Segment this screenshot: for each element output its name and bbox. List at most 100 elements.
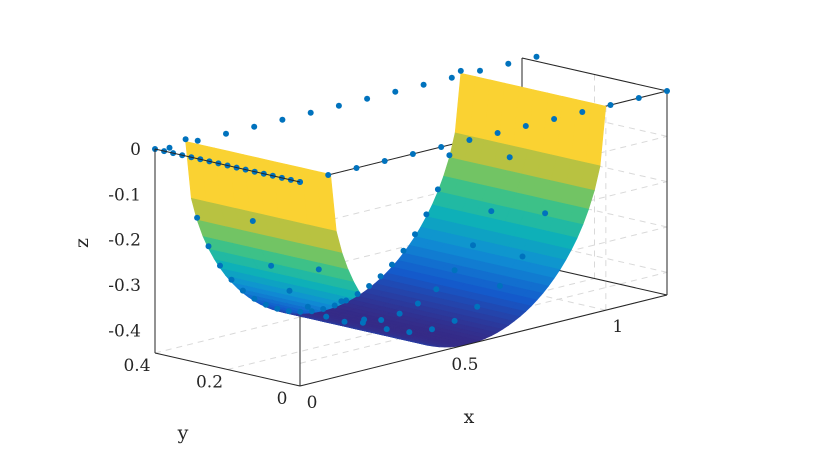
data-point [307, 109, 314, 116]
data-point [533, 53, 540, 60]
data-point [338, 298, 345, 305]
box-edge [299, 294, 668, 387]
data-point [414, 300, 421, 307]
data-point [315, 266, 322, 273]
data-point [434, 186, 441, 193]
data-point [400, 247, 407, 254]
data-point [505, 60, 512, 67]
data-point [353, 165, 360, 171]
data-point [429, 326, 435, 333]
data-point [228, 276, 235, 283]
data-point [378, 317, 385, 323]
data-point [268, 262, 275, 269]
z-tick-label: -0.3 [108, 276, 141, 296]
data-point [506, 154, 513, 161]
data-point [249, 218, 256, 224]
data-point [451, 267, 458, 274]
box-edge [154, 148, 301, 183]
data-point [354, 291, 361, 297]
data-point [194, 137, 201, 144]
z-tick-label: -0.2 [108, 231, 141, 251]
data-point [457, 67, 464, 74]
data-point [335, 102, 342, 109]
data-point [446, 152, 453, 159]
x-tick-label: 0 [307, 393, 318, 413]
data-point [239, 287, 246, 294]
data-point [308, 308, 315, 315]
data-point [420, 81, 427, 88]
x-tick-label: 0.5 [451, 355, 478, 375]
data-point [251, 295, 258, 302]
z-tick-label: -0.4 [108, 321, 141, 341]
data-point [474, 303, 481, 310]
data-point [448, 74, 455, 81]
data-point [635, 95, 642, 101]
data-point [341, 318, 348, 325]
data-point [343, 297, 350, 304]
data-point [519, 253, 526, 260]
z-axis-label: z [71, 238, 93, 248]
data-point [392, 88, 399, 95]
axes-box-front [154, 148, 668, 387]
data-point [607, 102, 614, 108]
surface [185, 72, 607, 348]
data-point [451, 317, 458, 324]
data-point [304, 303, 311, 310]
y-tick-label: 0.2 [196, 373, 223, 393]
data-point [496, 282, 503, 289]
data-point [331, 302, 338, 309]
data-point [579, 109, 586, 115]
data-point [366, 283, 373, 289]
data-point [377, 273, 384, 280]
data-point [285, 308, 292, 315]
data-point [494, 130, 501, 136]
data-point [396, 310, 403, 317]
data-point [470, 242, 476, 249]
data-point [409, 151, 416, 157]
data-point [383, 326, 390, 333]
data-point [361, 316, 368, 323]
box-edge [521, 57, 668, 92]
z-tick-label: -0.1 [108, 185, 141, 205]
data-point [477, 67, 483, 74]
data-point [194, 214, 201, 221]
y-tick-label: 0 [277, 389, 288, 409]
y-axis-label: y [177, 422, 189, 444]
tick-labels: 0 0.5 1 0 0.2 0.4 0 -0.1 -0.2 -0.3 -0.4 [108, 140, 623, 413]
x-axis-label: x [464, 406, 475, 428]
z-tick-label: 0 [130, 140, 141, 160]
data-point [551, 116, 558, 122]
data-point [217, 262, 223, 269]
data-point [664, 88, 670, 94]
data-point [488, 208, 495, 215]
data-point [262, 301, 269, 308]
data-point [320, 306, 327, 312]
data-point [279, 116, 286, 123]
data-point [223, 130, 229, 137]
data-point [423, 211, 430, 218]
data-point [522, 123, 529, 129]
data-point [182, 136, 189, 143]
data-point [466, 137, 473, 143]
data-point [364, 95, 371, 102]
data-point [406, 329, 413, 336]
data-point [389, 261, 395, 268]
data-point [251, 123, 258, 130]
data-point [274, 305, 281, 312]
box-edge [154, 352, 301, 387]
data-point [323, 313, 330, 320]
data-point [381, 158, 388, 164]
data-point [412, 231, 418, 238]
data-point [438, 144, 445, 150]
data-point [542, 210, 549, 217]
x-tick-label: 1 [612, 317, 623, 337]
y-tick-label: 0.4 [123, 356, 150, 376]
data-point [325, 172, 332, 178]
data-point [205, 243, 212, 250]
data-point [433, 286, 440, 293]
data-point [286, 287, 293, 294]
data-point [166, 144, 173, 151]
surface-patch [196, 219, 218, 240]
data-point [297, 308, 304, 315]
